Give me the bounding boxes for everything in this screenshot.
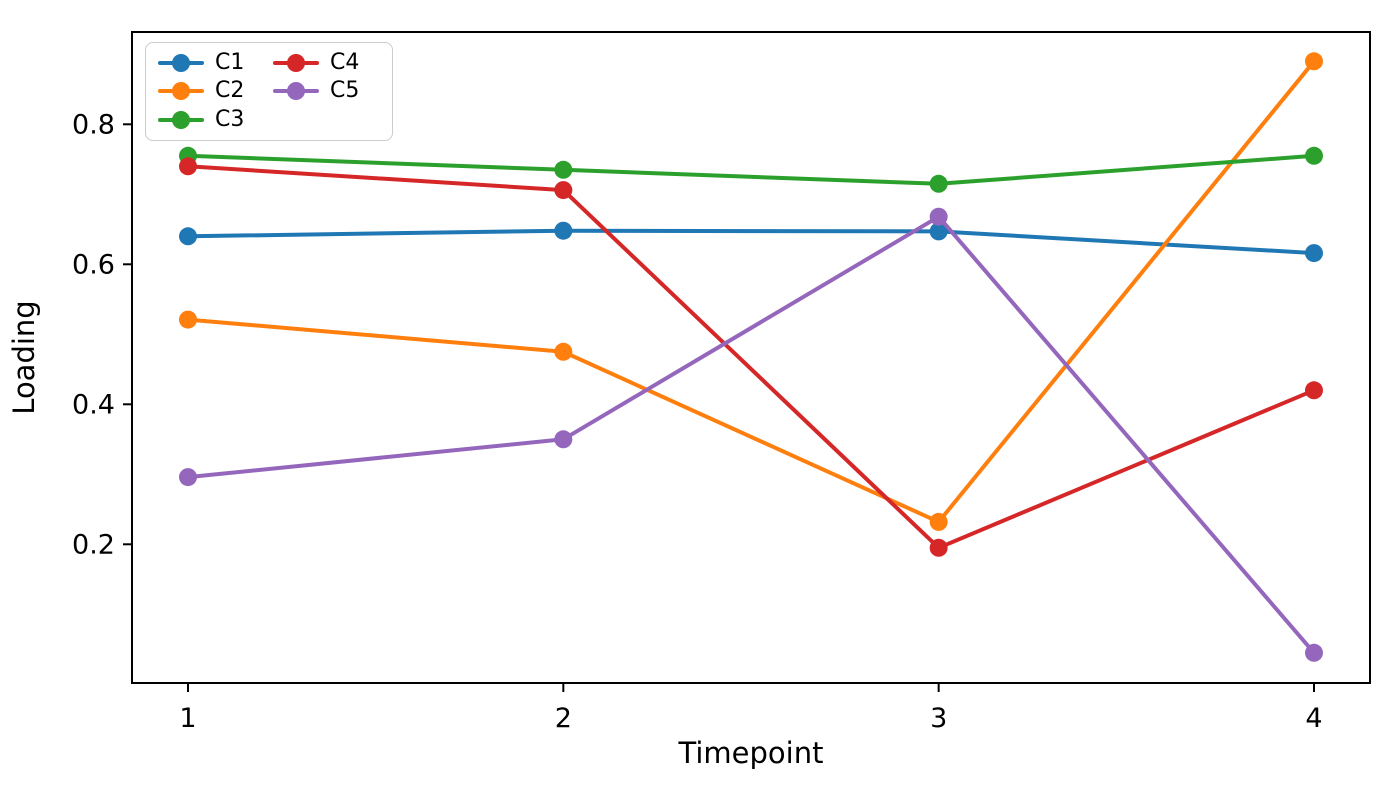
series-line-C5 <box>187 214 1316 655</box>
series-marker-C3 <box>554 160 573 179</box>
legend: C1 C2 C3 C4 C5 <box>145 42 393 141</box>
legend-line-marker-icon <box>158 81 204 101</box>
series-line-C1 <box>187 228 1315 256</box>
y-tick-label: 0.2 <box>72 529 115 560</box>
x-tick-label: 3 <box>930 703 947 734</box>
x-axis-label: Timepoint <box>678 736 824 770</box>
legend-dot-icon <box>287 82 305 101</box>
series-line-C4 <box>187 164 1315 550</box>
series-marker-C1 <box>179 227 197 246</box>
series-marker-C5 <box>929 207 948 226</box>
legend-line-marker-icon <box>273 81 319 101</box>
y-axis-label: Loading <box>7 300 41 414</box>
series-marker-C4 <box>1304 381 1323 400</box>
series-marker-C4 <box>179 157 197 176</box>
series-line-C2 <box>187 60 1316 524</box>
legend-dot-icon <box>287 54 305 73</box>
legend-line-marker-icon <box>158 110 204 130</box>
plot-border <box>131 31 1371 684</box>
legend-dot-icon <box>172 110 190 129</box>
legend-label: C5 <box>330 78 360 104</box>
legend-label: C2 <box>215 78 245 104</box>
series-marker-C5 <box>179 468 197 487</box>
y-tick-label: 0.4 <box>72 389 115 420</box>
series-marker-C3 <box>929 174 948 193</box>
series-marker-C4 <box>929 538 948 557</box>
legend-line-marker-icon <box>273 53 319 73</box>
series-marker-C4 <box>554 181 573 200</box>
series-marker-C5 <box>1304 643 1323 662</box>
legend-line-marker-icon <box>158 53 204 73</box>
series-marker-C2 <box>929 512 948 531</box>
legend-label: C4 <box>330 50 360 76</box>
x-tick-label: 2 <box>555 703 572 734</box>
series-marker-C2 <box>179 310 197 329</box>
series-marker-C1 <box>929 222 948 241</box>
legend-item-C5: C5 <box>273 77 382 105</box>
series-marker-C3 <box>1304 146 1323 165</box>
y-tick-label: 0.8 <box>72 109 115 140</box>
series-marker-C1 <box>1304 244 1323 263</box>
legend-label: C3 <box>215 106 245 132</box>
series-marker-C2 <box>554 342 573 361</box>
y-tick-label: 0.6 <box>72 249 115 280</box>
legend-dot-icon <box>172 54 190 73</box>
legend-item-C3: C3 <box>158 106 267 134</box>
series-marker-C1 <box>554 221 573 240</box>
legend-dot-icon <box>172 82 190 101</box>
legend-label: C1 <box>215 50 245 76</box>
legend-item-C2: C2 <box>158 77 267 105</box>
x-tick-label: 4 <box>1305 703 1322 734</box>
series-marker-C5 <box>554 430 573 449</box>
series-marker-C2 <box>1304 52 1323 71</box>
x-tick-label: 1 <box>179 703 196 734</box>
legend-item-C1: C1 <box>158 49 267 77</box>
series-line-C3 <box>187 153 1315 186</box>
legend-item-C4: C4 <box>273 49 382 77</box>
